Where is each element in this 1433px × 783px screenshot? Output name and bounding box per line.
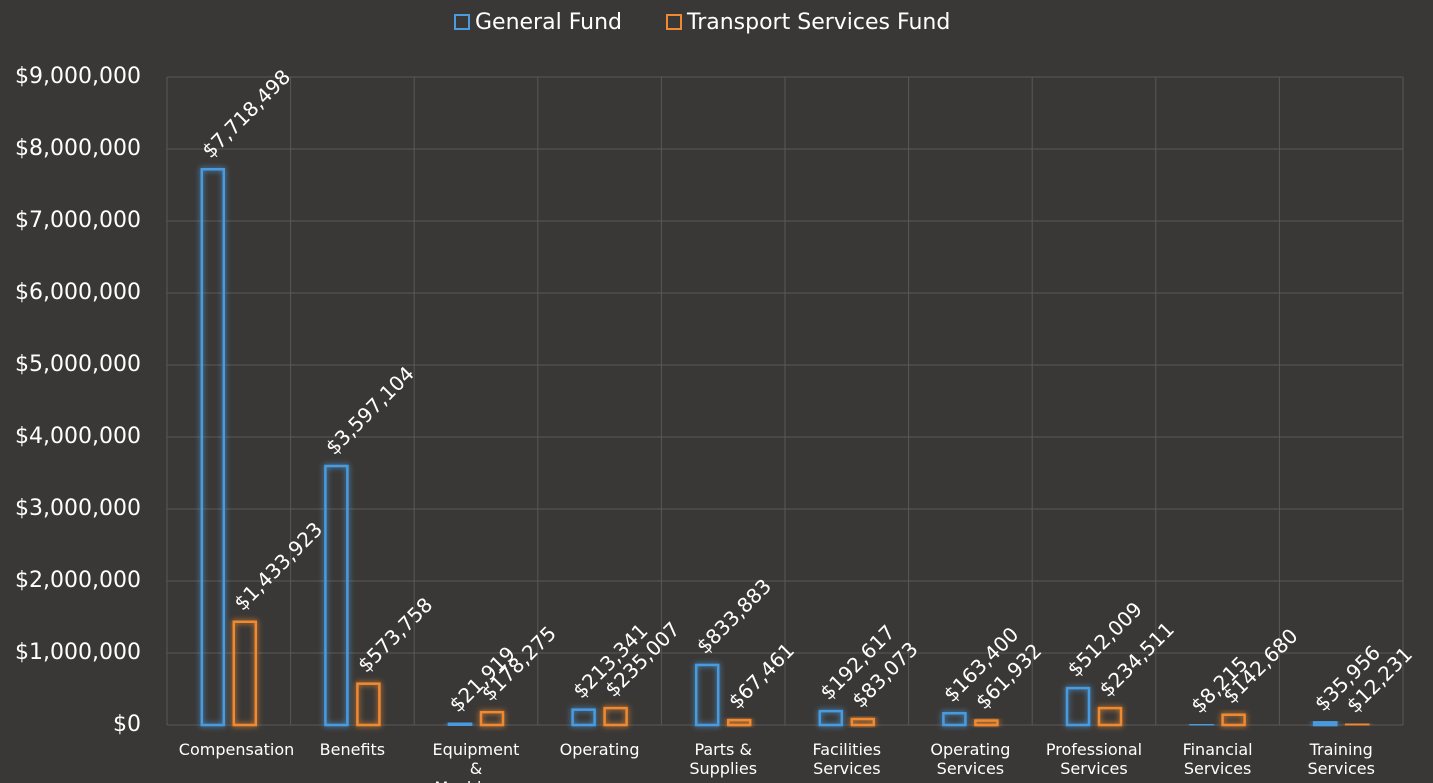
x-tick-label: Professional Services <box>1032 740 1156 778</box>
y-tick-label: $2,000,000 <box>15 568 141 593</box>
y-tick-label: $5,000,000 <box>15 352 141 377</box>
x-tick-label: Compensation <box>167 740 295 759</box>
x-tick-label: Training Services <box>1279 740 1403 778</box>
legend-swatch <box>666 14 682 30</box>
x-tick-text: Operating <box>559 740 640 759</box>
y-tick-label: $0 <box>113 712 141 737</box>
data-label: $3,597,104 <box>321 361 419 459</box>
y-tick-label: $8,000,000 <box>15 136 141 161</box>
y-tick-label: $6,000,000 <box>15 280 141 305</box>
x-tick-label: Parts & Supplies <box>661 740 785 778</box>
bar <box>200 168 226 727</box>
legend-label: Transport Services Fund <box>686 10 950 35</box>
x-tick-label: Benefits <box>291 740 415 759</box>
bar <box>850 717 876 727</box>
y-tick-label: $1,000,000 <box>15 640 141 665</box>
y-tick-label: $3,000,000 <box>15 496 141 521</box>
bar <box>571 708 596 727</box>
x-tick-label: Operating Services <box>909 740 1033 778</box>
bar <box>447 722 473 727</box>
x-tick-text: Financial Services <box>1182 740 1253 778</box>
x-tick-label: Operating <box>538 740 662 759</box>
bar <box>1097 706 1123 727</box>
y-tick-label: $9,000,000 <box>15 64 141 89</box>
y-tick-label: $4,000,000 <box>15 424 141 449</box>
data-label: $7,718,498 <box>197 65 295 163</box>
bar <box>1221 713 1246 727</box>
x-tick-text: Equipment & Machinery <box>432 740 520 783</box>
legend-swatch <box>454 14 470 30</box>
x-tick-text: Facilities Services <box>812 740 882 778</box>
x-tick-text: Compensation <box>178 740 295 759</box>
bar <box>1065 686 1091 727</box>
x-tick-text: Benefits <box>319 740 386 759</box>
data-label: $67,461 <box>724 638 799 713</box>
y-tick-label: $7,000,000 <box>15 208 141 233</box>
bar <box>1189 723 1214 727</box>
bar <box>356 682 381 727</box>
bar <box>726 718 752 727</box>
data-label: $833,883 <box>692 574 776 658</box>
x-tick-label: Facilities Services <box>785 740 909 778</box>
x-tick-text: Training Services <box>1307 740 1375 778</box>
bar <box>694 663 720 727</box>
x-tick-text: Parts & Supplies <box>689 740 758 778</box>
bar <box>942 711 967 727</box>
bar <box>324 464 349 727</box>
x-tick-text: Operating Services <box>930 740 1011 778</box>
legend-label: General Fund <box>475 10 622 35</box>
data-label: $1,433,923 <box>229 517 327 615</box>
bar <box>1312 721 1338 727</box>
bar <box>974 719 999 727</box>
bar <box>818 709 844 727</box>
bar <box>1344 722 1370 727</box>
data-label: $573,758 <box>353 593 437 677</box>
x-tick-text: Professional Services <box>1045 740 1143 778</box>
x-tick-label: Equipment & Machinery <box>414 740 538 783</box>
x-tick-label: Financial Services <box>1156 740 1280 778</box>
bar <box>603 706 628 727</box>
bar <box>479 710 505 727</box>
bar <box>232 620 258 727</box>
